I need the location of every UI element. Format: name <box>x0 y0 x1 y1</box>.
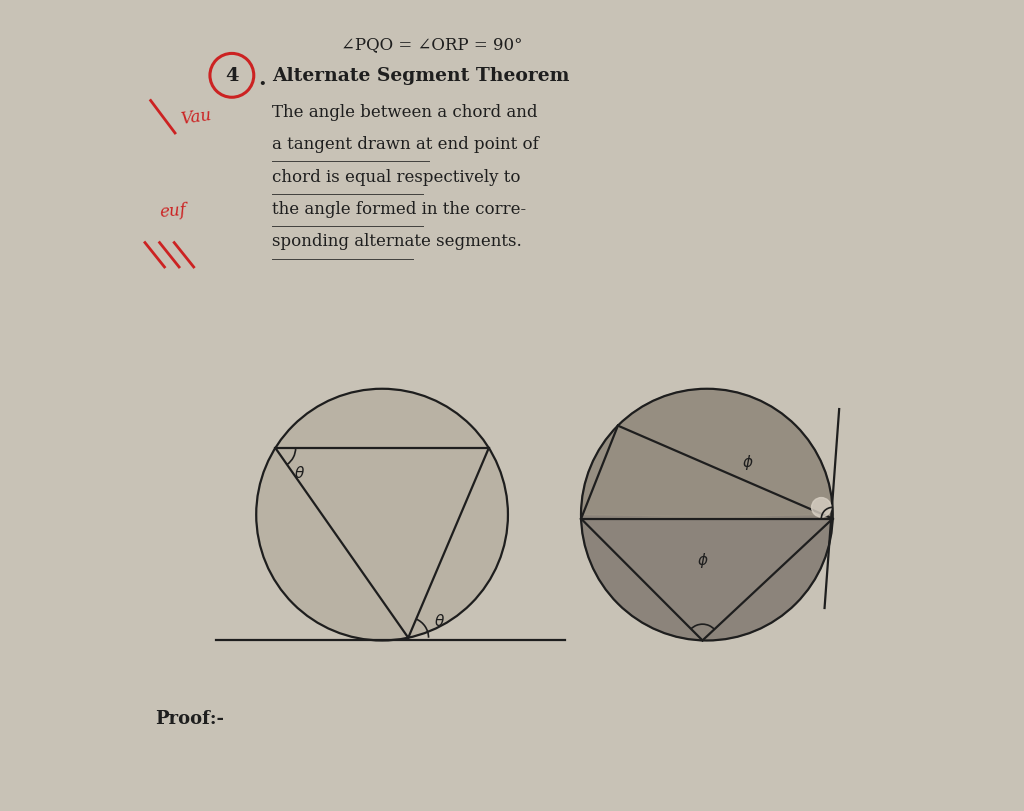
Text: $\phi$: $\phi$ <box>697 550 709 569</box>
Circle shape <box>812 498 831 517</box>
Circle shape <box>256 389 508 641</box>
Text: $\phi$: $\phi$ <box>741 453 754 472</box>
Text: the angle formed in the corre-: the angle formed in the corre- <box>272 201 526 217</box>
Text: Proof:-: Proof:- <box>155 709 223 727</box>
Text: The angle between a chord and: The angle between a chord and <box>272 104 538 120</box>
Text: 4: 4 <box>225 67 239 85</box>
Text: .: . <box>259 67 266 90</box>
Text: ∠PQO = ∠ORP = 90°: ∠PQO = ∠ORP = 90° <box>341 36 523 54</box>
Text: $\theta$: $\theta$ <box>294 465 305 481</box>
Text: euf: euf <box>159 201 187 221</box>
Text: chord is equal respectively to: chord is equal respectively to <box>272 169 521 185</box>
Circle shape <box>581 389 833 641</box>
Text: $\theta$: $\theta$ <box>433 612 444 628</box>
Polygon shape <box>581 389 833 519</box>
Text: Vau: Vau <box>179 107 212 128</box>
Text: Alternate Segment Theorem: Alternate Segment Theorem <box>272 67 569 85</box>
Text: a tangent drawn at end point of: a tangent drawn at end point of <box>272 136 540 152</box>
Text: sponding alternate segments.: sponding alternate segments. <box>272 234 522 250</box>
